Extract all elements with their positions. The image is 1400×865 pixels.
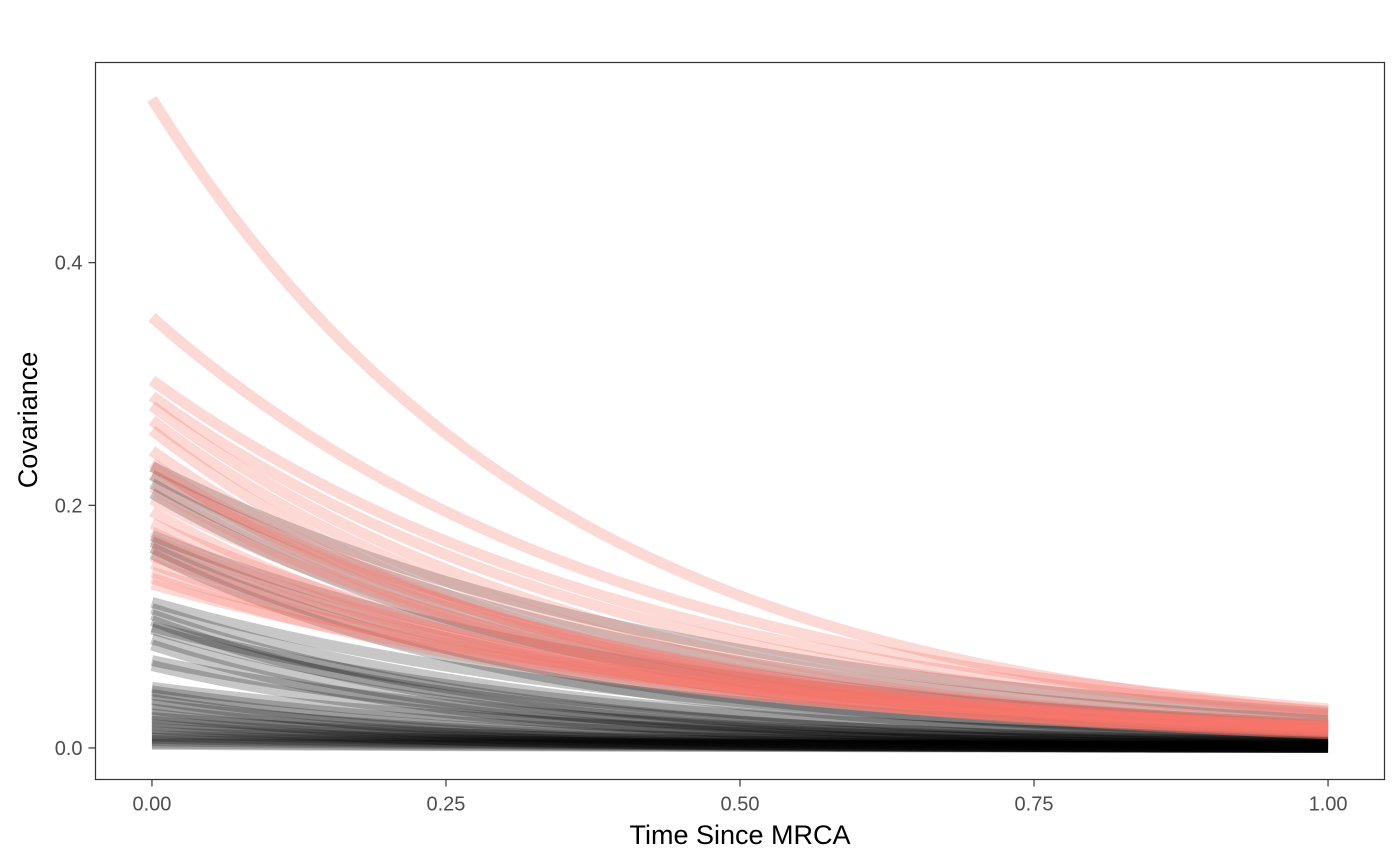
- x-tick-label: 1.00: [1309, 794, 1348, 816]
- x-tick-label: 0.75: [1015, 794, 1054, 816]
- black-covariance-curve: [150, 609, 1329, 749]
- black-covariance-curve: [151, 703, 1329, 753]
- red-covariance-curve: [149, 482, 1329, 736]
- black-covariance-curve: [149, 470, 1329, 727]
- black-covariance-curve: [149, 488, 1329, 737]
- black-covariance-curve: [150, 615, 1329, 750]
- black-covariance-curve: [151, 738, 1329, 753]
- black-covariance-curve: [149, 530, 1329, 730]
- black-covariance-curve: [151, 730, 1329, 753]
- black-covariance-curve: [150, 621, 1329, 745]
- black-covariance-curve: [150, 603, 1329, 745]
- x-tick-label: 0.00: [132, 794, 171, 816]
- black-covariance-curve: [150, 660, 1329, 751]
- red-covariance-curve: [149, 494, 1329, 734]
- x-tick-label: 0.25: [427, 794, 466, 816]
- red-covariance-curve: [149, 542, 1329, 738]
- red-covariance-curve: [149, 470, 1329, 732]
- red-covariance-curve: [150, 551, 1329, 733]
- red-covariance-curve: [149, 534, 1329, 733]
- x-tick-label: 0.50: [721, 794, 760, 816]
- black-covariance-curve: [151, 708, 1329, 753]
- black-covariance-curve: [150, 597, 1329, 739]
- y-axis-title: Covariance: [13, 352, 43, 489]
- red-covariance-curve: [149, 461, 1329, 733]
- y-tick-label: 0.2: [55, 495, 83, 517]
- black-covariance-curve: [149, 548, 1329, 744]
- black-covariance-curve: [151, 726, 1329, 753]
- red-covariance-curve: [148, 446, 1329, 736]
- red-covariance-curve: [148, 375, 1329, 717]
- black-covariance-curve: [151, 712, 1329, 752]
- black-covariance-curve: [151, 693, 1329, 753]
- black-covariance-curve: [151, 715, 1329, 753]
- red-covariance-curve: [148, 458, 1329, 740]
- x-axis: 0.00 0.25 0.50 0.75 1.00: [132, 779, 1348, 816]
- black-covariance-curve: [151, 723, 1329, 753]
- red-covariance-curve: [149, 518, 1329, 734]
- red-covariance-curve: [147, 95, 1329, 718]
- black-covariance-curve: [150, 639, 1329, 752]
- red-covariance-curve: [149, 527, 1329, 738]
- black-covariance-curve: [150, 633, 1329, 750]
- black-covariance-curve: [151, 685, 1329, 751]
- black-covariance-curve: [149, 461, 1329, 719]
- black-covariance-curve: [151, 719, 1329, 754]
- black-covariance-curve: [150, 623, 1329, 748]
- black-covariance-curve: [151, 737, 1329, 753]
- red-covariance-curve: [149, 506, 1329, 740]
- black-covariance-curve: [151, 689, 1329, 752]
- plot-panel: [94, 61, 1386, 781]
- x-axis-title: Time Since MRCA: [629, 820, 850, 850]
- red-covariance-curve: [148, 391, 1329, 722]
- red-covariance-curve: [148, 401, 1329, 729]
- curves-layer: [147, 95, 1329, 754]
- y-axis: 0.0 0.2 0.4: [55, 253, 96, 760]
- y-tick-label: 0.0: [55, 738, 83, 760]
- black-covariance-curve: [151, 681, 1329, 749]
- black-covariance-curve: [149, 536, 1329, 737]
- red-covariance-curve: [150, 572, 1329, 737]
- red-covariance-curve: [150, 566, 1329, 732]
- red-covariance-curve: [148, 415, 1329, 732]
- black-covariance-curve: [151, 735, 1329, 753]
- red-covariance-curve: [150, 578, 1329, 732]
- black-covariance-curve: [149, 542, 1329, 742]
- black-covariance-curve: [151, 732, 1329, 753]
- red-covariance-curve: [150, 558, 1329, 737]
- red-covariance-curve: [148, 313, 1329, 715]
- black-covariance-curve: [149, 478, 1329, 732]
- black-covariance-curve: [150, 655, 1329, 749]
- black-covariance-curve: [151, 698, 1329, 752]
- y-tick-label: 0.4: [55, 253, 83, 275]
- red-covariance-curve: [148, 425, 1329, 736]
